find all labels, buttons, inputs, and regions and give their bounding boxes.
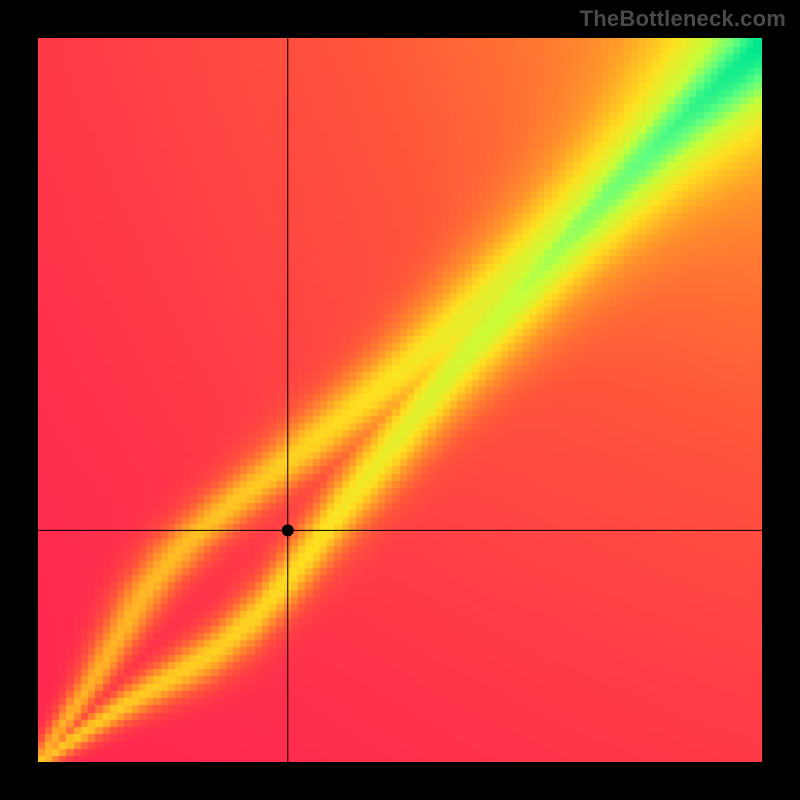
- watermark-text: TheBottleneck.com: [580, 6, 786, 32]
- heatmap-canvas: [38, 38, 762, 762]
- bottleneck-heatmap: [38, 38, 762, 762]
